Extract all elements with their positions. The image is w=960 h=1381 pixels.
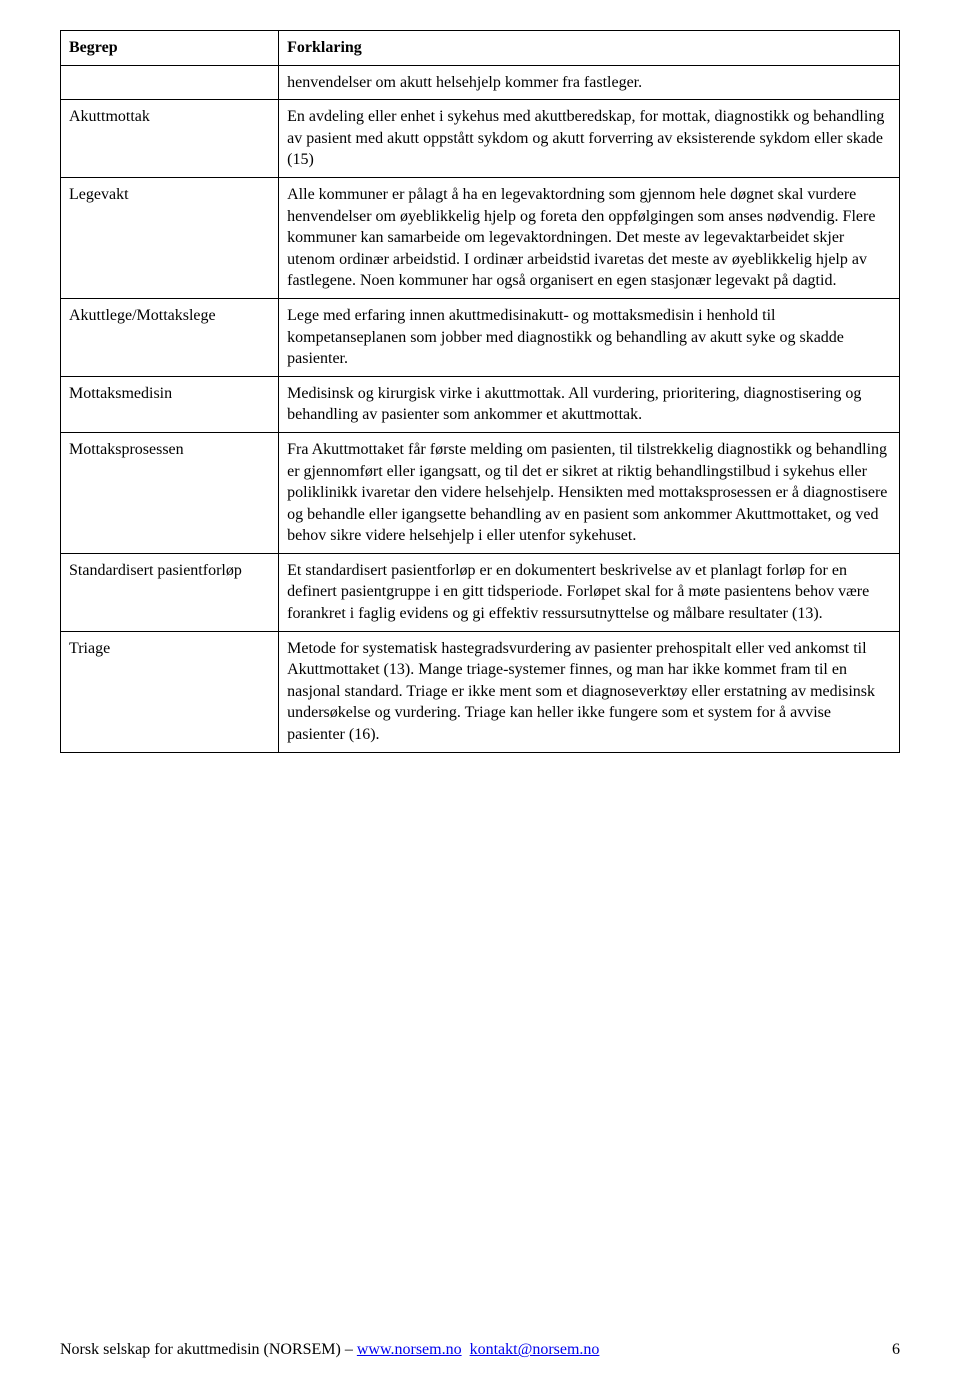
term-cell: Mottaksmedisin	[61, 376, 279, 432]
table-row: Akuttmottak En avdeling eller enhet i sy…	[61, 100, 900, 178]
table-header-row: Begrep Forklaring	[61, 31, 900, 66]
desc-cell: Medisinsk og kirurgisk virke i akuttmott…	[279, 376, 900, 432]
intro-term-cell	[61, 65, 279, 100]
intro-desc-cell: henvendelser om akutt helsehjelp kommer …	[279, 65, 900, 100]
header-term: Begrep	[61, 31, 279, 66]
intro-row: henvendelser om akutt helsehjelp kommer …	[61, 65, 900, 100]
table-row: Mottaksprosessen Fra Akuttmottaket får f…	[61, 432, 900, 553]
desc-cell: En avdeling eller enhet i sykehus med ak…	[279, 100, 900, 178]
definitions-table: Begrep Forklaring henvendelser om akutt …	[60, 30, 900, 753]
table-row: Legevakt Alle kommuner er pålagt å ha en…	[61, 177, 900, 298]
desc-cell: Metode for systematisk hastegradsvurderi…	[279, 631, 900, 752]
footer-link-email[interactable]: kontakt@norsem.no	[470, 1341, 600, 1358]
footer-org: Norsk selskap for akuttmedisin (NORSEM) …	[60, 1341, 357, 1358]
table-row: Standardisert pasientforløp Et standardi…	[61, 553, 900, 631]
term-cell: Triage	[61, 631, 279, 752]
term-cell: Standardisert pasientforløp	[61, 553, 279, 631]
term-cell: Mottaksprosessen	[61, 432, 279, 553]
table-row: Mottaksmedisin Medisinsk og kirurgisk vi…	[61, 376, 900, 432]
desc-cell: Alle kommuner er pålagt å ha en legevakt…	[279, 177, 900, 298]
footer-text: Norsk selskap for akuttmedisin (NORSEM) …	[60, 1339, 599, 1361]
term-cell: Akuttmottak	[61, 100, 279, 178]
desc-cell: Et standardisert pasientforløp er en dok…	[279, 553, 900, 631]
footer-link-web[interactable]: www.norsem.no	[357, 1341, 462, 1358]
term-cell: Akuttlege/Mottakslege	[61, 298, 279, 376]
table-row: Triage Metode for systematisk hastegrads…	[61, 631, 900, 752]
table-row: Akuttlege/Mottakslege Lege med erfaring …	[61, 298, 900, 376]
term-cell: Legevakt	[61, 177, 279, 298]
desc-cell: Fra Akuttmottaket får første melding om …	[279, 432, 900, 553]
header-desc: Forklaring	[279, 31, 900, 66]
page-number: 6	[870, 1339, 900, 1361]
page-footer: Norsk selskap for akuttmedisin (NORSEM) …	[60, 1299, 900, 1361]
desc-cell: Lege med erfaring innen akuttmedisinakut…	[279, 298, 900, 376]
